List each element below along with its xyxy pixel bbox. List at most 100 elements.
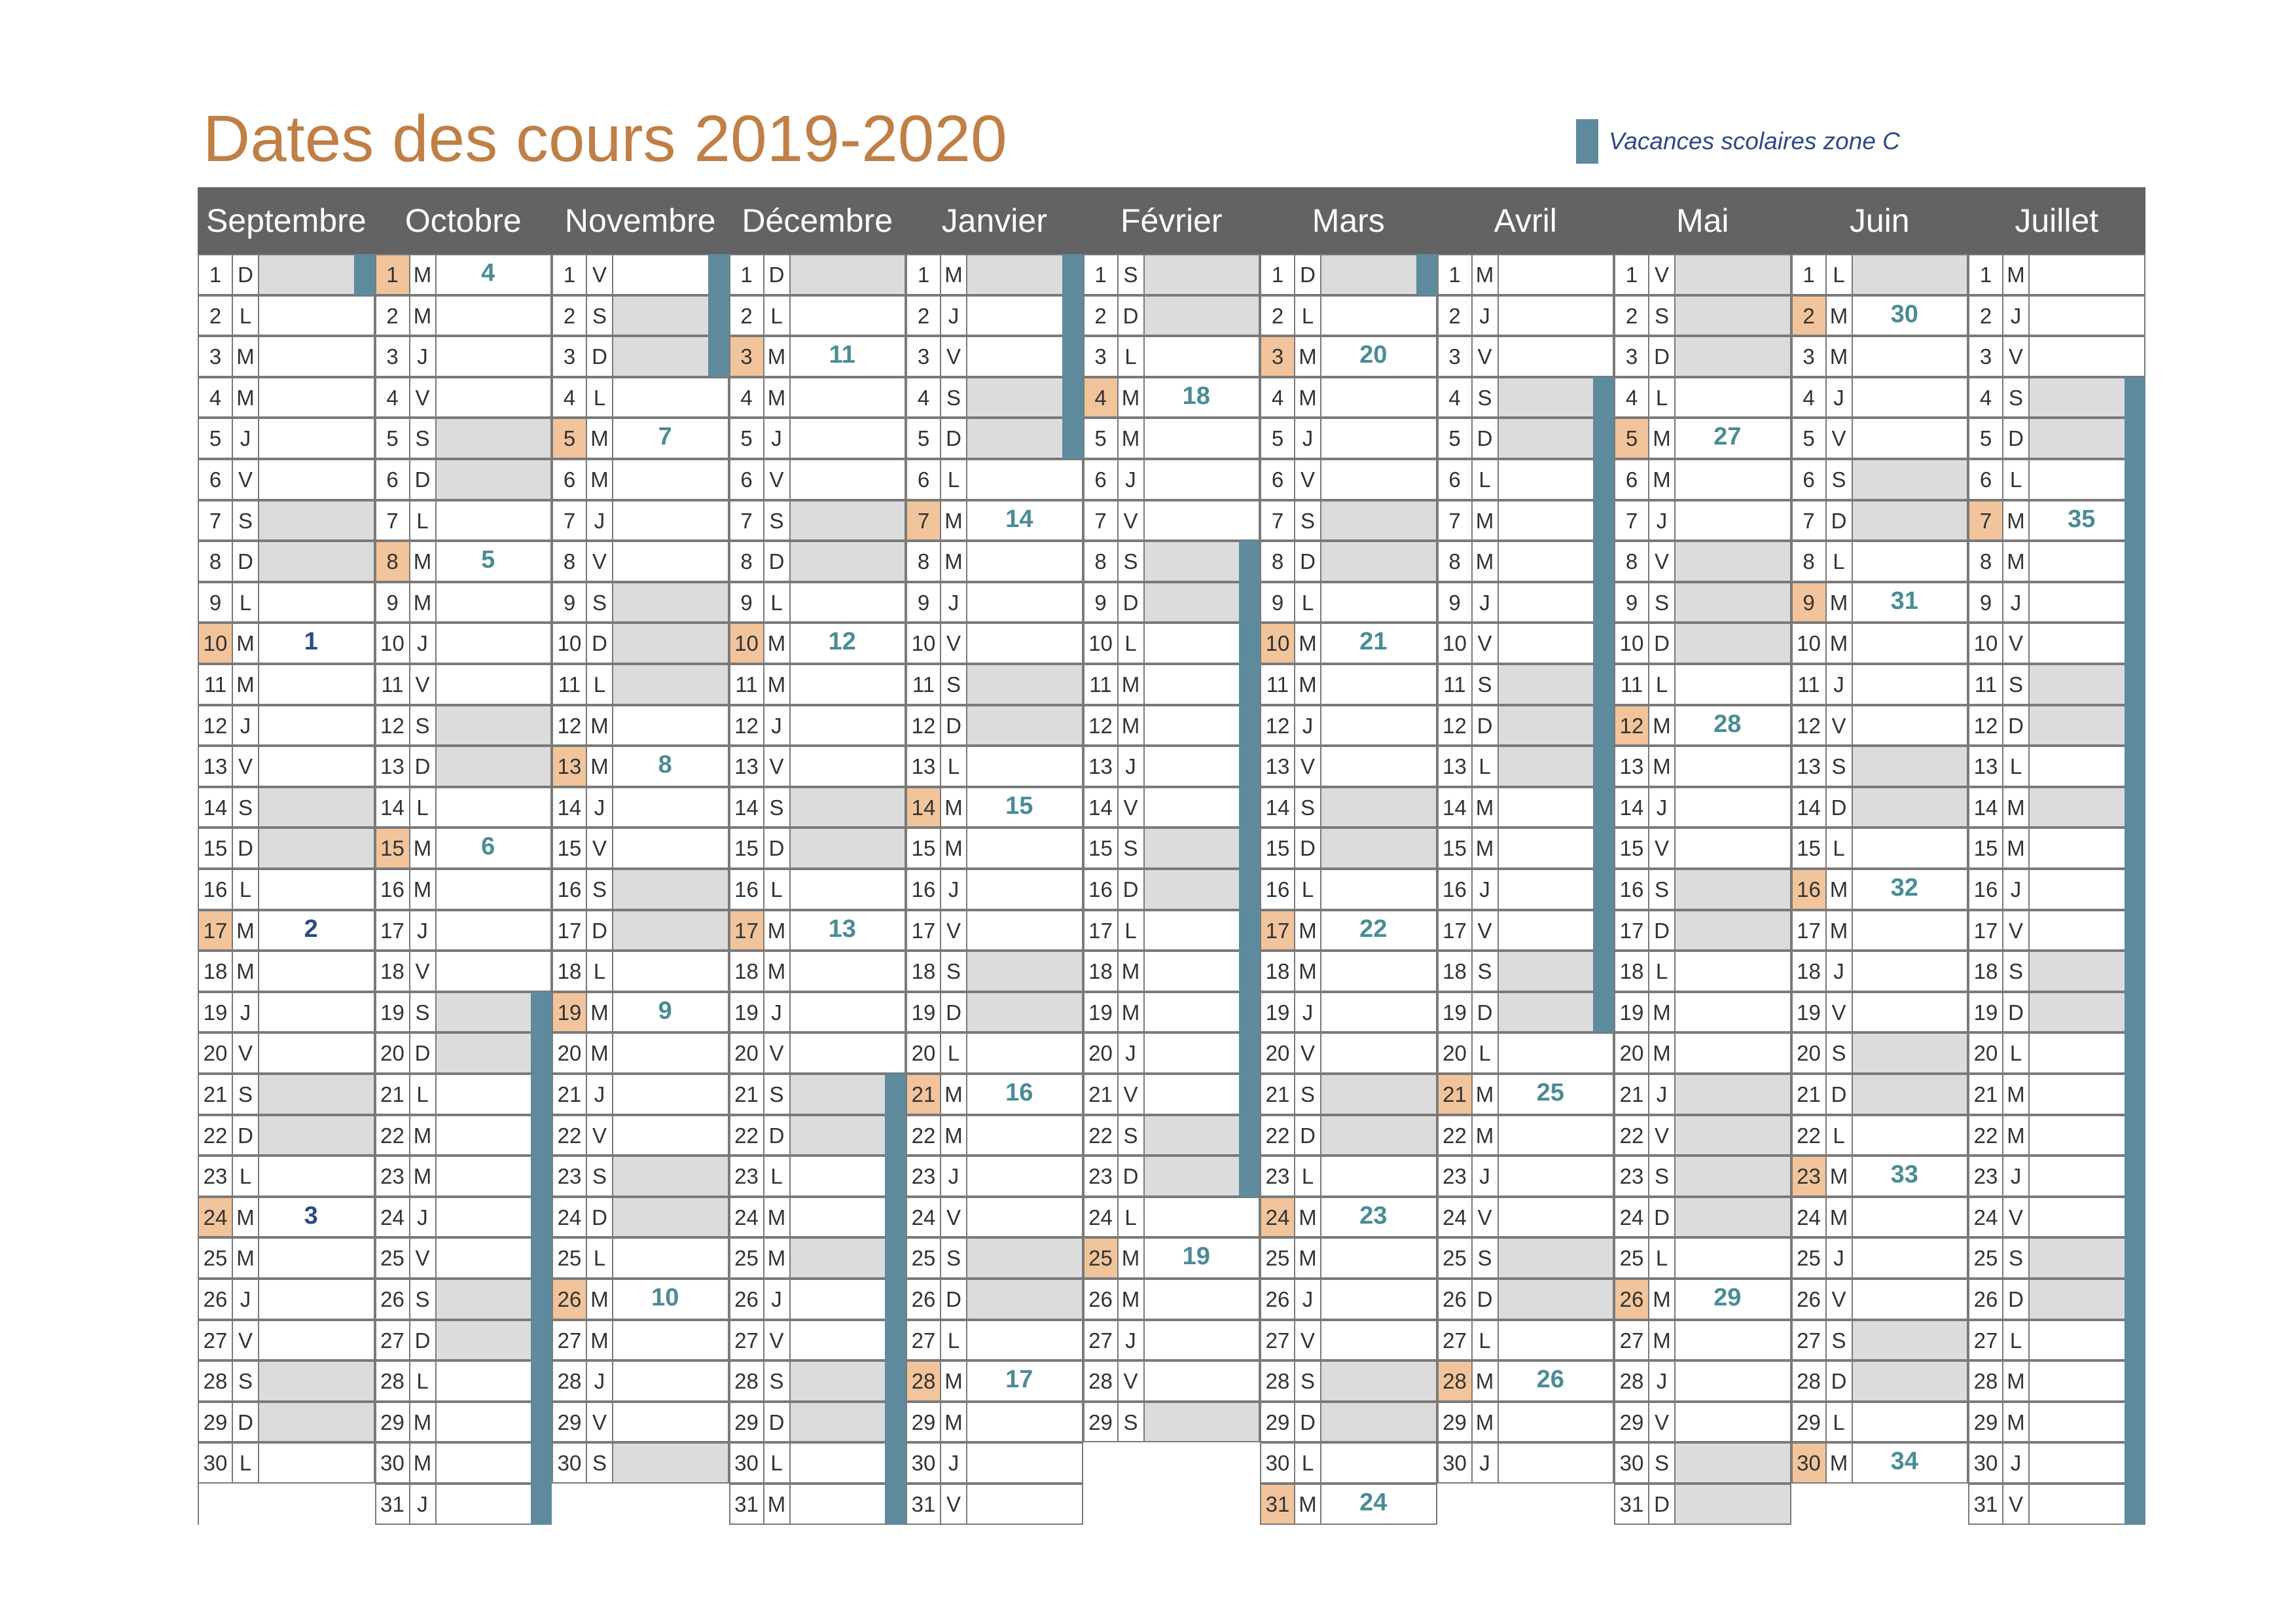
day-letter: L bbox=[762, 869, 791, 910]
calendar: Septembre 1 D 2 L 3 M 4 M 5 J 6 V 7 S 8 D 9 L 10 M 1 11 M 12 J 13 V… bbox=[198, 187, 2145, 1529]
day-number: 6 bbox=[198, 459, 233, 500]
month-name: Décembre bbox=[742, 202, 893, 239]
day-letter: V bbox=[1117, 1360, 1145, 1402]
day-slot bbox=[612, 869, 729, 910]
day-letter: D bbox=[1471, 418, 1499, 459]
day-number: 29 bbox=[1968, 1401, 2003, 1443]
day-number: 20 bbox=[552, 1032, 587, 1074]
day-letter: D bbox=[940, 704, 967, 746]
day-number: 28 bbox=[1083, 1360, 1119, 1402]
day-number: 14 bbox=[1791, 786, 1827, 828]
day-slot bbox=[1497, 295, 1614, 337]
day-number: 9 bbox=[374, 581, 410, 623]
day-letter: S bbox=[1294, 1074, 1321, 1115]
day-letter: J bbox=[940, 581, 967, 623]
day-letter: S bbox=[1471, 951, 1499, 992]
day-number: 28 bbox=[1614, 1360, 1649, 1402]
day-slot bbox=[966, 1319, 1083, 1361]
day-slot bbox=[789, 376, 906, 418]
day-slot bbox=[789, 459, 906, 500]
day-letter: L bbox=[1294, 1156, 1321, 1197]
day-letter: L bbox=[940, 1319, 967, 1361]
day-number: 26 bbox=[1437, 1279, 1473, 1320]
day-number: 17 bbox=[1437, 909, 1473, 951]
day-number: 8 bbox=[728, 541, 764, 582]
day-letter: L bbox=[1294, 869, 1321, 910]
day-number: 25 bbox=[1968, 1237, 2003, 1279]
day-slot bbox=[1674, 951, 1791, 992]
day-letter: S bbox=[1825, 1032, 1853, 1074]
day-row: 17 M 22 bbox=[1260, 909, 1437, 951]
day-letter: V bbox=[408, 376, 437, 418]
day-slot bbox=[258, 664, 375, 705]
day-letter: J bbox=[232, 704, 259, 746]
day-number: 11 bbox=[1437, 664, 1473, 705]
day-letter: S bbox=[586, 1156, 613, 1197]
day-number: 18 bbox=[1083, 951, 1119, 992]
day-row: 21 M bbox=[1968, 1074, 2145, 1115]
day-row: 27 V bbox=[728, 1319, 906, 1361]
month-name: Mars bbox=[1312, 202, 1385, 239]
day-slot bbox=[435, 828, 552, 869]
day-number: 6 bbox=[1614, 459, 1649, 500]
day-number: 24 bbox=[1437, 1196, 1473, 1238]
day-number: 20 bbox=[1437, 1032, 1473, 1074]
month-name: Avril bbox=[1494, 202, 1557, 239]
day-row: 16 J bbox=[1437, 869, 1614, 910]
day-letter: M bbox=[1294, 1484, 1321, 1525]
day-letter: L bbox=[1648, 664, 1676, 705]
day-letter: L bbox=[1648, 376, 1676, 418]
day-letter: M bbox=[1825, 1442, 1853, 1484]
day-letter: L bbox=[1471, 1319, 1499, 1361]
week-number: 19 bbox=[1182, 1243, 1210, 1271]
day-number: 21 bbox=[552, 1074, 587, 1115]
day-slot bbox=[612, 828, 729, 869]
day-letter: V bbox=[2002, 1484, 2030, 1525]
day-number: 27 bbox=[1968, 1319, 2003, 1361]
week-number: 30 bbox=[1890, 300, 1918, 328]
day-letter: S bbox=[1471, 376, 1499, 418]
day-letter: J bbox=[2002, 295, 2030, 337]
day-slot bbox=[1497, 1319, 1614, 1361]
day-slot bbox=[966, 746, 1083, 787]
day-row: 22 M bbox=[1437, 1114, 1614, 1156]
day-number: 25 bbox=[198, 1237, 233, 1279]
day-letter: M bbox=[2002, 541, 2030, 582]
day-row: 13 L bbox=[906, 746, 1083, 787]
day-letter: S bbox=[762, 786, 791, 828]
day-slot bbox=[789, 500, 906, 541]
vacation-bar bbox=[1239, 541, 1260, 1197]
day-row: 19 J bbox=[728, 991, 906, 1033]
day-number: 5 bbox=[1791, 418, 1827, 459]
day-slot bbox=[966, 786, 1083, 828]
day-slot bbox=[1674, 991, 1791, 1033]
day-letter: L bbox=[232, 869, 259, 910]
day-letter: L bbox=[408, 786, 437, 828]
week-number: 22 bbox=[1359, 915, 1388, 943]
day-slot bbox=[966, 1032, 1083, 1074]
day-slot bbox=[1143, 418, 1260, 459]
day-letter: D bbox=[1294, 541, 1321, 582]
day-number: 6 bbox=[374, 459, 410, 500]
day-row: 11 V bbox=[374, 664, 552, 705]
day-slot bbox=[258, 1114, 375, 1156]
day-number: 21 bbox=[1260, 1074, 1295, 1115]
day-letter: L bbox=[762, 1156, 791, 1197]
day-row: 13 M 8 bbox=[552, 746, 729, 787]
day-row: 22 D bbox=[1260, 1114, 1437, 1156]
day-letter: D bbox=[1648, 909, 1676, 951]
day-slot bbox=[1320, 623, 1437, 664]
day-letter: V bbox=[1648, 1401, 1676, 1443]
day-slot bbox=[612, 786, 729, 828]
day-number: 22 bbox=[1791, 1114, 1827, 1156]
vacation-bar bbox=[708, 254, 729, 377]
day-number: 4 bbox=[198, 376, 233, 418]
day-letter: L bbox=[2002, 1032, 2030, 1074]
day-letter: S bbox=[2002, 1237, 2030, 1279]
